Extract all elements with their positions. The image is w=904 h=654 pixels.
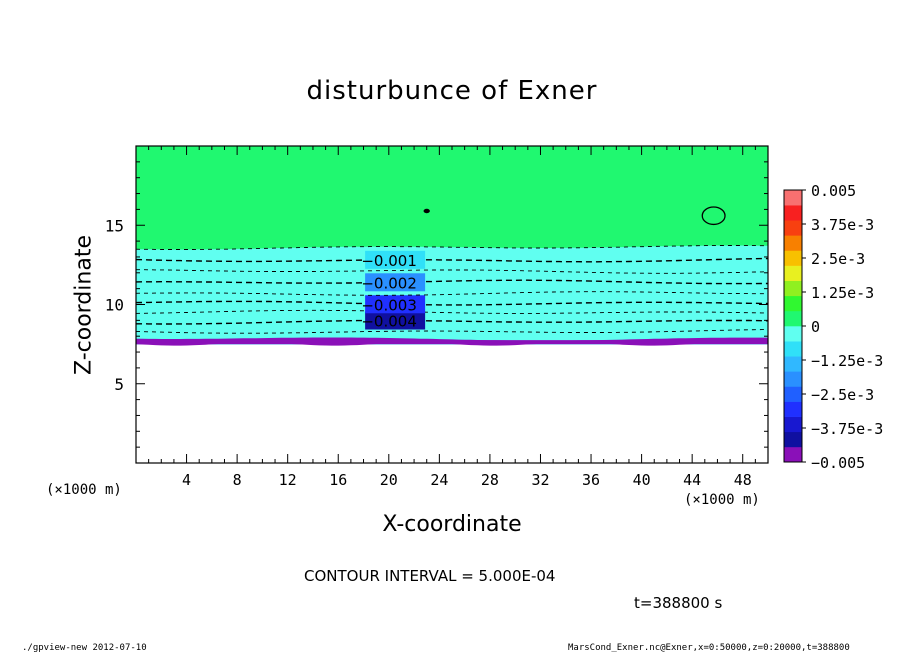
field-band (136, 245, 768, 345)
zero-contour (701, 206, 726, 226)
colorbar-tick-label: 2.5e-3 (811, 250, 865, 268)
contour-line (135, 291, 768, 296)
colorbar-swatch (784, 431, 802, 448)
contour-label-bg (365, 273, 426, 292)
colorbar-swatch (784, 341, 802, 357)
colorbar-swatch (784, 416, 802, 433)
colorbar-swatch (784, 326, 802, 342)
contour-line (135, 279, 768, 285)
chart-title: disturbunce of Exner (306, 76, 598, 106)
colorbar-swatch (784, 220, 802, 236)
contour-label-bg (365, 311, 426, 330)
colorbar-tick-label: −0.005 (811, 454, 865, 472)
contour-line (136, 319, 769, 325)
contour-line (136, 269, 769, 274)
contour-label-bg (365, 250, 426, 269)
contour-label: −0.003 (361, 296, 417, 314)
colorbar-swatch (784, 235, 802, 251)
x-axis-label: X-coordinate (382, 512, 522, 537)
y-axis-unit: (×1000 m) (46, 482, 122, 498)
x-tick-label: 24 (430, 471, 448, 489)
colorbar-swatch (784, 446, 802, 463)
colorbar-swatch (784, 190, 802, 206)
x-tick-label: 28 (481, 471, 499, 489)
contour-line (135, 257, 769, 263)
x-tick-label: 48 (734, 471, 752, 489)
colorbar-tick-label: 0.005 (811, 182, 856, 200)
colorbar-tick-label: 0 (811, 318, 820, 336)
y-tick-label: 15 (105, 216, 124, 235)
field-bottom-edge (136, 340, 768, 346)
x-tick-label: 44 (683, 471, 701, 489)
colorbar-tick-label: −1.25e-3 (811, 352, 883, 370)
colorbar-swatch (784, 205, 802, 221)
x-tick-label: 8 (233, 471, 242, 489)
contour-interval-note: CONTOUR INTERVAL = 5.000E-04 (304, 567, 556, 585)
x-tick-label: 20 (380, 471, 398, 489)
x-tick-label: 12 (279, 471, 297, 489)
colorbar-tick-label: 1.25e-3 (811, 284, 874, 302)
colorbar-swatch (784, 310, 802, 327)
y-tick-label: 5 (114, 375, 124, 394)
time-stamp: t=388800 s (634, 594, 723, 612)
colorbar-swatch (784, 356, 802, 372)
contour-label: −0.001 (361, 252, 417, 270)
contour-line (135, 245, 768, 250)
x-tick-label: 40 (633, 471, 651, 489)
colorbar-tick-label: −3.75e-3 (811, 420, 883, 438)
colorbar-swatch (784, 250, 802, 266)
y-axis-label: Z-coordinate (71, 235, 97, 375)
colorbar-tick-label: 3.75e-3 (811, 216, 874, 234)
x-tick-label: 32 (531, 471, 549, 489)
x-axis-unit: (×1000 m) (684, 492, 760, 508)
colorbar-swatch (784, 295, 802, 312)
contour-label: −0.002 (361, 274, 417, 292)
footer-file-info: MarsCond_Exner.nc@Exner,x=0:50000,z=0:20… (568, 643, 850, 653)
contour-line (135, 329, 769, 334)
colorbar-swatch (784, 386, 802, 402)
footer-program-date: ./gpview-new 2012-07-10 (22, 643, 147, 653)
colorbar-swatch (784, 401, 802, 417)
colorbar-swatch (784, 265, 802, 281)
contour-label: −0.004 (361, 313, 417, 331)
colorbar-swatch (784, 280, 802, 297)
x-tick-label: 16 (329, 471, 347, 489)
y-tick-label: 10 (105, 296, 124, 315)
x-tick-label: 36 (582, 471, 600, 489)
zero-contour (423, 208, 430, 214)
x-tick-label: 4 (182, 471, 191, 489)
colorbar-tick-label: −2.5e-3 (811, 386, 874, 404)
colorbar-swatch (784, 371, 802, 387)
contour-label-bg (365, 295, 426, 314)
contour-line (135, 300, 769, 306)
contour-line (135, 309, 769, 314)
